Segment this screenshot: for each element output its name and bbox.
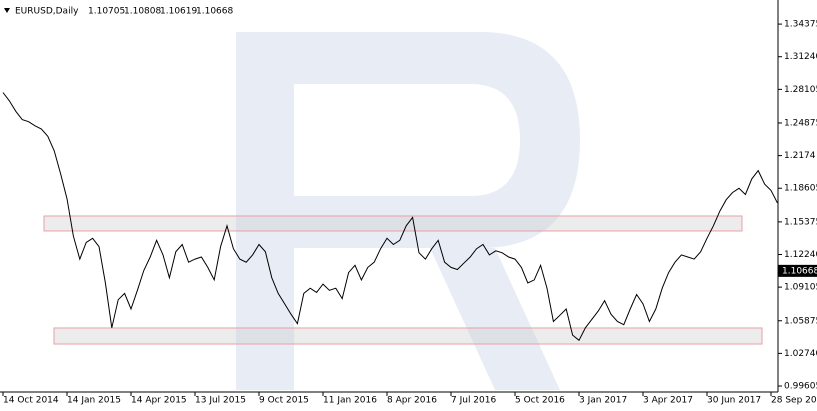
current-price-label: 1.10668 bbox=[782, 266, 817, 276]
ohlc-low: 1.10619 bbox=[160, 7, 197, 17]
y-tick-label: 1.09105 bbox=[784, 283, 817, 293]
x-tick-label: 11 Jan 2016 bbox=[323, 396, 377, 406]
y-tick-label: 0.99605 bbox=[784, 382, 817, 392]
price-zone bbox=[43, 215, 743, 232]
y-tick-label: 1.24875 bbox=[784, 118, 817, 128]
x-tick-label: 9 Oct 2015 bbox=[259, 396, 309, 406]
y-tick-label: 1.31240 bbox=[784, 52, 817, 62]
y-tick-label: 1.12240 bbox=[784, 250, 817, 260]
x-tick-label: 13 Jul 2015 bbox=[195, 396, 246, 406]
y-tick-label: 1.2174 bbox=[784, 151, 816, 161]
current-price-box bbox=[778, 264, 817, 277]
y-tick-label: 1.18605 bbox=[784, 184, 817, 194]
x-tick-label: 7 Jul 2016 bbox=[451, 396, 496, 406]
x-tick-label: 5 Oct 2016 bbox=[515, 396, 565, 406]
ohlc-close: 1.10668 bbox=[196, 7, 233, 17]
y-tick-label: 1.02740 bbox=[784, 349, 817, 359]
ohlc-high: 1.10808 bbox=[124, 7, 161, 17]
x-tick-label: 28 Sep 201 bbox=[771, 396, 817, 406]
y-tick-label: 1.28105 bbox=[784, 85, 817, 95]
price-zone bbox=[53, 327, 763, 345]
x-tick-label: 14 Oct 2014 bbox=[3, 396, 59, 406]
collapse-icon bbox=[4, 8, 10, 13]
x-tick-label: 14 Apr 2015 bbox=[131, 396, 187, 406]
x-tick-label: 3 Apr 2017 bbox=[643, 396, 693, 406]
x-tick-label: 3 Jan 2017 bbox=[579, 396, 627, 406]
y-tick-label: 1.05875 bbox=[784, 316, 817, 326]
y-tick-label: 1.34375 bbox=[784, 20, 817, 30]
symbol-label: EURUSD,Daily bbox=[15, 7, 79, 17]
x-tick-label: 14 Jan 2015 bbox=[67, 396, 121, 406]
price-line bbox=[2, 92, 778, 342]
x-tick-label: 8 Apr 2016 bbox=[387, 396, 437, 406]
y-tick-label: 1.15375 bbox=[784, 217, 817, 227]
watermark bbox=[236, 32, 580, 390]
x-tick-label: 30 Jun 2017 bbox=[707, 396, 761, 406]
ohlc-open: 1.10705 bbox=[88, 7, 125, 17]
